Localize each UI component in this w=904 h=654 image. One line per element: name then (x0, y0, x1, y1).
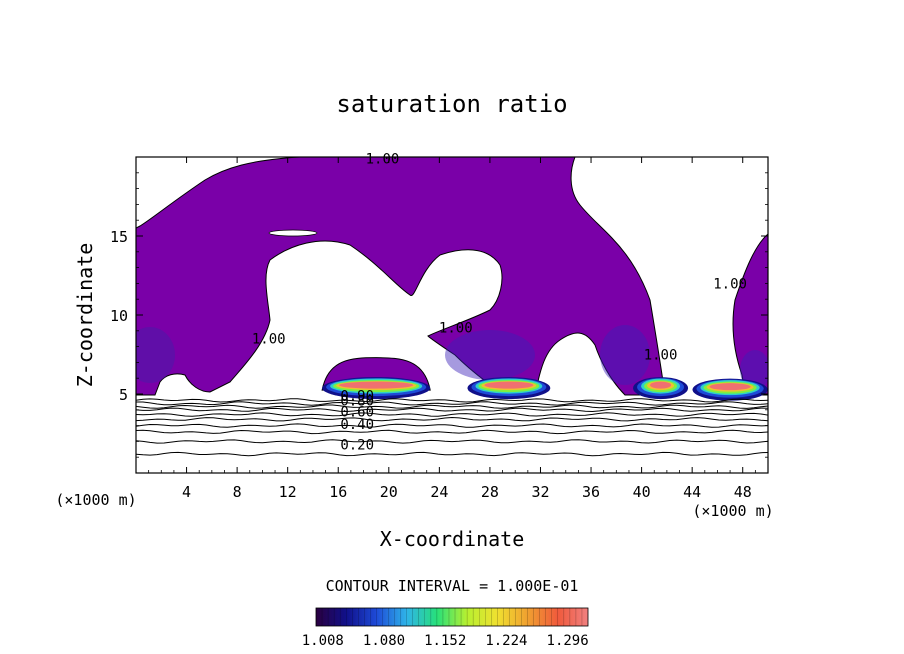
core-center (484, 381, 534, 389)
x-tick-label: 8 (233, 483, 242, 501)
y-axis-ticks: 5 10 15 (110, 172, 768, 458)
isoline (136, 423, 768, 428)
x-tick-label: 48 (734, 483, 752, 501)
isoline (136, 404, 768, 409)
y-axis-label: Z-coordinate (73, 243, 97, 388)
isoline (136, 401, 768, 406)
x-tick-label: 12 (279, 483, 297, 501)
x-tick-label: 16 (329, 483, 347, 501)
isoline (136, 429, 768, 435)
core (322, 377, 431, 400)
isoline (136, 416, 768, 422)
supersaturated-cores (321, 357, 768, 401)
x-tick-label: 44 (683, 483, 701, 501)
y-tick-label: 15 (110, 228, 128, 246)
x-tick-label: 32 (531, 483, 549, 501)
x-tick-label: 28 (481, 483, 499, 501)
x-tick-label: 20 (380, 483, 398, 501)
colorbar-tick-label: 1.152 (424, 633, 466, 649)
core (633, 377, 689, 400)
isoline (136, 439, 768, 444)
contour-label: 1.00 (252, 332, 286, 348)
isoline (136, 398, 768, 403)
isoline (136, 412, 768, 417)
x-axis-ticks: 4 8 12 16 20 24 28 32 36 40 44 48 (148, 157, 756, 501)
x-unit-left: (×1000 m) (55, 491, 136, 509)
colorbar-tick-label: 1.296 (547, 633, 589, 649)
core (692, 378, 768, 401)
contour-label: 1.00 (366, 152, 400, 168)
contour-label: 0.90 (340, 389, 374, 405)
colorbar-tick-label: 1.080 (363, 633, 405, 649)
contour-label: 0.80 (340, 393, 374, 409)
contour-label: 0.60 (340, 404, 374, 420)
chart-title: saturation ratio (336, 90, 567, 118)
contour-label: 1.00 (713, 276, 747, 292)
isoline (136, 407, 768, 413)
x-tick-label: 24 (430, 483, 448, 501)
saturated-region-right (732, 233, 768, 396)
x-tick-label: 36 (582, 483, 600, 501)
core-center (709, 383, 751, 391)
saturated-region (136, 157, 666, 396)
colorbar-tick-label: 1.008 (302, 633, 344, 649)
contour-labels: 1.00 1.00 1.00 1.00 1.00 0.900.800.600.40 0.20 (252, 152, 747, 454)
core-center (650, 381, 672, 389)
contour-label: 1.00 (644, 348, 678, 364)
isoline (136, 451, 768, 457)
contour-label: 1.00 (439, 321, 473, 337)
contour-label: 0.20 (340, 438, 374, 454)
x-tick-label: 4 (182, 483, 191, 501)
core-center (339, 381, 414, 389)
colorbar (315, 607, 589, 627)
contour-interval: CONTOUR INTERVAL = 1.000E-01 (326, 577, 579, 595)
contour-label: 0.40 (340, 417, 374, 433)
x-unit-right: (×1000 m) (692, 502, 773, 520)
unsaturated-pocket (268, 229, 318, 237)
x-axis-label: X-coordinate (380, 527, 525, 551)
core (467, 377, 551, 400)
plot-area (136, 157, 768, 457)
y-tick-label: 10 (110, 307, 128, 325)
isolines (136, 398, 768, 457)
colorbar-ticks: 1.008 1.080 1.152 1.224 1.296 (302, 633, 589, 649)
y-tick-label: 5 (119, 386, 128, 404)
colorbar-tick-label: 1.224 (485, 633, 527, 649)
colorbar-stripes (321, 608, 583, 626)
x-tick-label: 40 (633, 483, 651, 501)
